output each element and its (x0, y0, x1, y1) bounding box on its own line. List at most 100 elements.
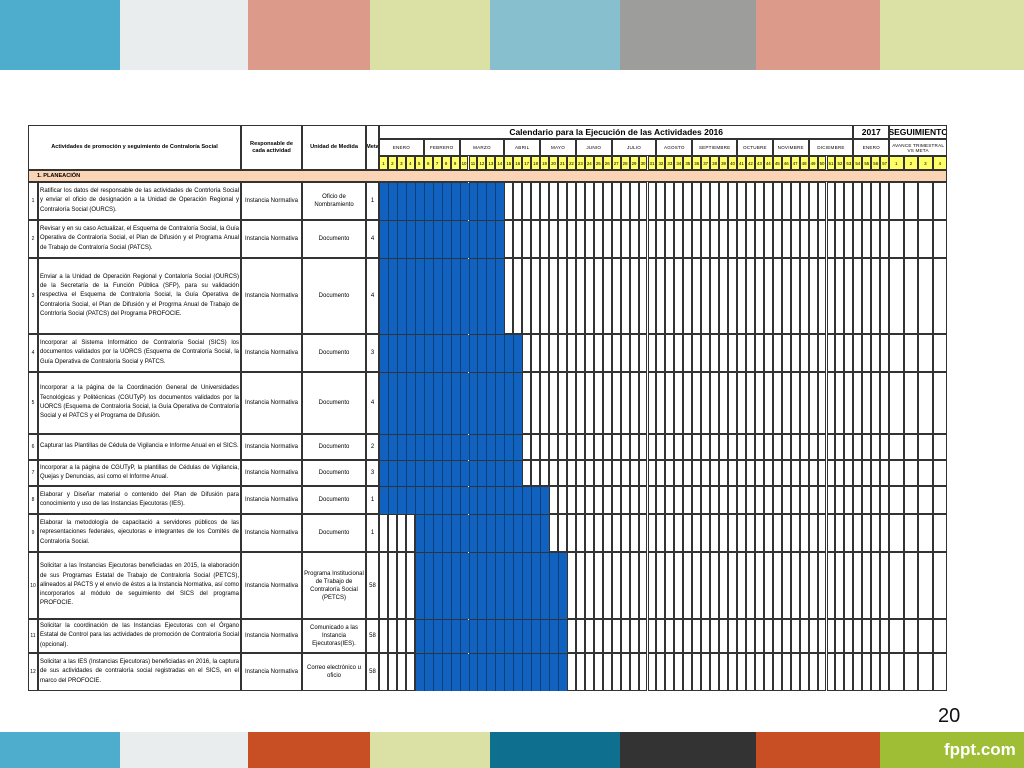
week-cell (808, 552, 818, 619)
week-cell (584, 619, 594, 653)
week-cell (638, 552, 648, 619)
week-cell (701, 372, 711, 434)
followup-cell (932, 514, 948, 552)
week-cell (593, 486, 603, 514)
goal-header: Meta (366, 125, 379, 170)
week-cell (763, 460, 773, 486)
week-cell (790, 434, 800, 460)
week-cell (656, 334, 666, 372)
week-cell (683, 434, 693, 460)
week-number: 4 (405, 156, 415, 170)
week-cell (844, 486, 854, 514)
week-cell (808, 372, 818, 434)
week-cell (853, 619, 863, 653)
week-cell (674, 460, 684, 486)
week-number: 30 (638, 156, 648, 170)
bar-week-divider (432, 460, 434, 486)
week-cell (808, 619, 818, 653)
week-cell (754, 552, 764, 619)
activity-cell: Incorporar a la página de CGUTyP, la pla… (38, 460, 241, 486)
week-cell (638, 334, 648, 372)
week-cell (844, 372, 854, 434)
week-cell (808, 460, 818, 486)
week-cell (683, 334, 693, 372)
bar-week-divider (441, 434, 443, 460)
week-cell (817, 552, 827, 619)
week-cell (701, 434, 711, 460)
week-cell (826, 258, 836, 334)
week-cell (522, 220, 532, 258)
week-cell (611, 460, 621, 486)
bar-week-divider (495, 653, 497, 691)
quarter-number: 2 (903, 156, 919, 170)
bar-week-divider (531, 486, 533, 514)
week-cell (683, 460, 693, 486)
week-cell (584, 334, 594, 372)
week-cell (799, 182, 809, 220)
followup-cell (903, 372, 919, 434)
bar-week-divider (387, 258, 389, 334)
week-cell (862, 220, 872, 258)
bar-week-divider (405, 220, 407, 258)
bar-week-divider (531, 552, 533, 619)
week-number: 29 (629, 156, 639, 170)
bar-week-divider (432, 220, 434, 258)
week-cell (379, 619, 388, 653)
week-cell (799, 486, 809, 514)
week-cell (665, 434, 675, 460)
bar-week-divider (504, 552, 506, 619)
week-cell (504, 182, 514, 220)
week-cell (540, 372, 550, 434)
row-number: 5 (28, 372, 38, 434)
week-cell (745, 182, 755, 220)
followup-header: SEGUIMIENTO (889, 125, 948, 139)
week-cell (826, 372, 836, 434)
bar-week-divider (513, 372, 515, 434)
week-cell (880, 619, 890, 653)
week-cell (799, 619, 809, 653)
week-cell (728, 182, 737, 220)
bar-week-divider (450, 372, 452, 434)
week-cell (558, 258, 567, 334)
followup-cell (918, 334, 933, 372)
week-cell (575, 334, 585, 372)
followup-cell (903, 552, 919, 619)
week-cell (763, 372, 773, 434)
week-cell (620, 619, 630, 653)
week-number: 6 (423, 156, 433, 170)
week-cell (817, 258, 827, 334)
week-number: 9 (450, 156, 460, 170)
week-cell (817, 514, 827, 552)
week-number: 44 (763, 156, 773, 170)
followup-cell (903, 434, 919, 460)
week-cell (719, 258, 729, 334)
week-cell (575, 552, 585, 619)
week-cell (871, 486, 881, 514)
week-cell (629, 619, 639, 653)
week-cell (638, 220, 648, 258)
schedule-bar (415, 654, 567, 691)
activity-cell: Solicitar a las IES (Instancias Ejecutor… (38, 653, 241, 691)
followup-cell (903, 182, 919, 220)
week-cell (701, 514, 711, 552)
week-cell (808, 334, 818, 372)
bar-week-divider (450, 334, 452, 372)
followup-cell (889, 486, 904, 514)
stripe-segment (490, 732, 620, 768)
month-header: OCTUBRE (737, 139, 773, 156)
calendar-title: Calendario para la Ejecución de las Acti… (379, 125, 854, 139)
week-cell (817, 434, 827, 460)
bar-week-divider (405, 372, 407, 434)
week-cell (620, 182, 630, 220)
week-cell (745, 434, 755, 460)
activity-cell: Revisar y en su caso Actualizar, el Esqu… (38, 220, 241, 258)
row-number: 10 (28, 552, 38, 619)
bar-week-divider (477, 220, 479, 258)
week-cell (719, 552, 729, 619)
week-cell (710, 334, 720, 372)
week-cell (754, 182, 764, 220)
week-cell (513, 220, 523, 258)
bar-week-divider (405, 486, 407, 514)
week-cell (584, 486, 594, 514)
followup-cell (932, 460, 948, 486)
